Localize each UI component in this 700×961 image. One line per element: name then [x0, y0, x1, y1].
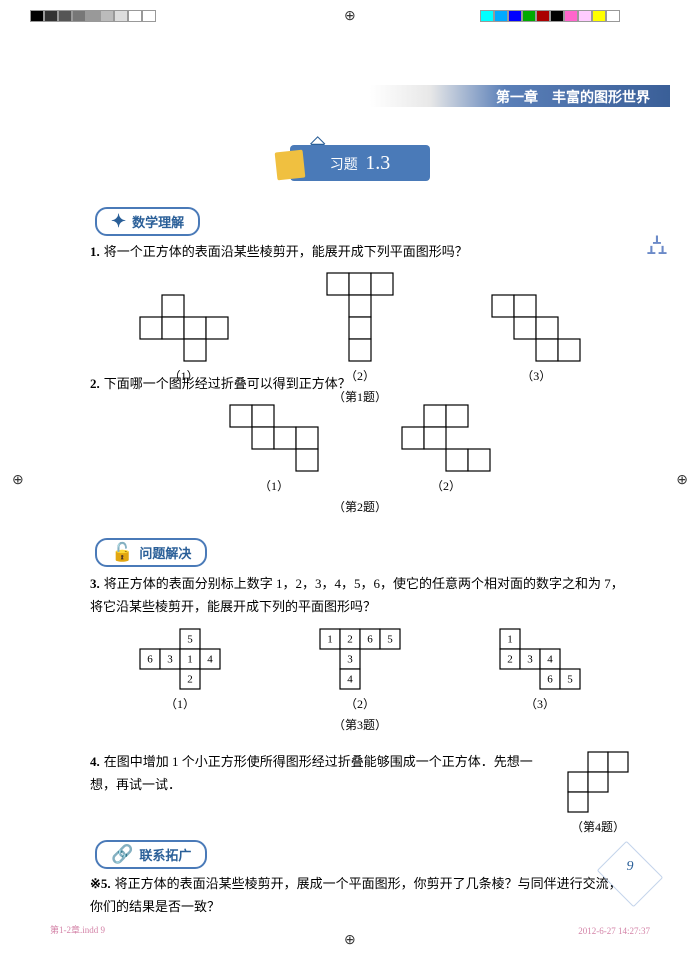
svg-text:5: 5	[187, 633, 193, 645]
q4-figure: （第4题）	[566, 750, 630, 835]
net-figure: （2）	[400, 403, 492, 494]
section-icon: 🔓	[111, 542, 133, 563]
exercise-number: 1.3	[365, 152, 390, 174]
sub-caption: （2）	[400, 477, 492, 494]
registration-mark: ⊕	[344, 932, 356, 949]
svg-text:4: 4	[547, 653, 553, 665]
lantern-icon: ⛼	[646, 230, 676, 280]
q5-text: 将正方体的表面沿某些棱剪开，展成一个平面图形，你剪开了几条棱？与同伴进行交流，你…	[90, 876, 622, 914]
sub-caption: （2）	[318, 695, 402, 712]
exercise-label: 习题	[330, 158, 358, 173]
footer-right: 2012-6-27 14:27:37	[578, 926, 650, 936]
section-icon: 🔗	[111, 844, 133, 865]
exercise-badge: 习题 1.3	[290, 145, 430, 181]
net-figure: （1）	[228, 403, 320, 494]
section-s1: ✦ 数学理解	[95, 207, 200, 236]
svg-text:6: 6	[547, 673, 553, 685]
svg-text:2: 2	[507, 653, 513, 665]
svg-text:6: 6	[147, 653, 153, 665]
q1-number: 1.	[90, 244, 100, 259]
svg-text:2: 2	[187, 673, 193, 685]
q4-number: 4.	[90, 754, 100, 769]
q2-text: 下面哪一个图形经过折叠可以得到正方体？	[104, 376, 351, 391]
section-s2: 🔓 问题解决	[95, 538, 207, 567]
registration-mark: ⊕	[12, 472, 24, 489]
chapter-title: 第一章 丰富的图形世界	[370, 85, 670, 107]
question-1: 1. 将一个正方体的表面沿某些棱剪开，能展开成下列平面图形吗？	[90, 240, 630, 263]
svg-text:4: 4	[207, 653, 213, 665]
section-s3: 🔗 联系拓广	[95, 840, 207, 869]
registration-mark: ⊕	[676, 472, 688, 489]
svg-text:3: 3	[527, 653, 533, 665]
section-icon: ✦	[111, 211, 126, 232]
q4-caption: （第4题）	[566, 818, 630, 835]
svg-text:1: 1	[187, 653, 193, 665]
sub-caption: （1）	[228, 477, 320, 494]
section-label: 联系拓广	[139, 845, 191, 864]
svg-text:6: 6	[367, 633, 373, 645]
q1-figures: （1） （2） （3）	[90, 271, 630, 384]
net-figure: （1）	[138, 293, 230, 384]
q1-text: 将一个正方体的表面沿某些棱剪开，能展开成下列平面图形吗？	[104, 244, 468, 259]
question-2: 2. 下面哪一个图形经过折叠可以得到正方体？	[90, 372, 630, 395]
question-5: ※5.将正方体的表面沿某些棱剪开，展成一个平面图形，你剪开了几条棱？与同伴进行交…	[90, 872, 630, 919]
svg-text:4: 4	[347, 673, 353, 685]
sub-caption: （1）	[138, 695, 222, 712]
section-label: 问题解决	[139, 543, 191, 562]
q3-text: 将正方体的表面分别标上数字 1，2，3，4，5，6，使它的任意两个相对面的数字之…	[90, 576, 624, 614]
question-4: 4.在图中增加 1 个小正方形使所得图形经过折叠能够围成一个正方体．先想一想，再…	[90, 750, 546, 797]
svg-text:5: 5	[567, 673, 573, 685]
net-figure: （3）	[490, 293, 582, 384]
svg-text:5: 5	[387, 633, 393, 645]
q2-number: 2.	[90, 376, 100, 391]
svg-text:3: 3	[347, 653, 353, 665]
page-number: 9	[610, 859, 650, 889]
q2-caption: （第2题）	[90, 498, 630, 515]
net-figure: 5 6 3 1 4 2 （1）	[138, 627, 222, 712]
sticky-note-icon	[275, 150, 306, 181]
q3-caption: （第3题）	[90, 716, 630, 733]
net-figure: （2）	[325, 271, 395, 384]
q4-text: 在图中增加 1 个小正方形使所得图形经过折叠能够围成一个正方体．先想一想，再试一…	[90, 754, 533, 792]
q2-figures: （1） （2）	[90, 403, 630, 494]
section-label: 数学理解	[132, 212, 184, 231]
q3-number: 3.	[90, 576, 100, 591]
registration-mark: ⊕	[344, 8, 356, 25]
colorbar-right	[480, 10, 620, 22]
svg-text:3: 3	[167, 653, 173, 665]
svg-text:2: 2	[347, 633, 353, 645]
footer-left: 第1-2章.indd 9	[50, 923, 105, 936]
net-figure: 1 2 3 4 6 5 （3）	[498, 627, 582, 712]
svg-text:1: 1	[327, 633, 333, 645]
q5-number: ※5.	[90, 876, 111, 891]
sub-caption: （3）	[498, 695, 582, 712]
svg-text:1: 1	[507, 633, 513, 645]
colorbar-left	[30, 10, 156, 22]
question-3: 3.将正方体的表面分别标上数字 1，2，3，4，5，6，使它的任意两个相对面的数…	[90, 572, 630, 619]
q3-figures: 5 6 3 1 4 2 （1） 1 2 6 5 3 4 （2） 1 2 3 4 6 5 （3）	[90, 627, 630, 712]
net-figure: 1 2 6 5 3 4 （2）	[318, 627, 402, 712]
